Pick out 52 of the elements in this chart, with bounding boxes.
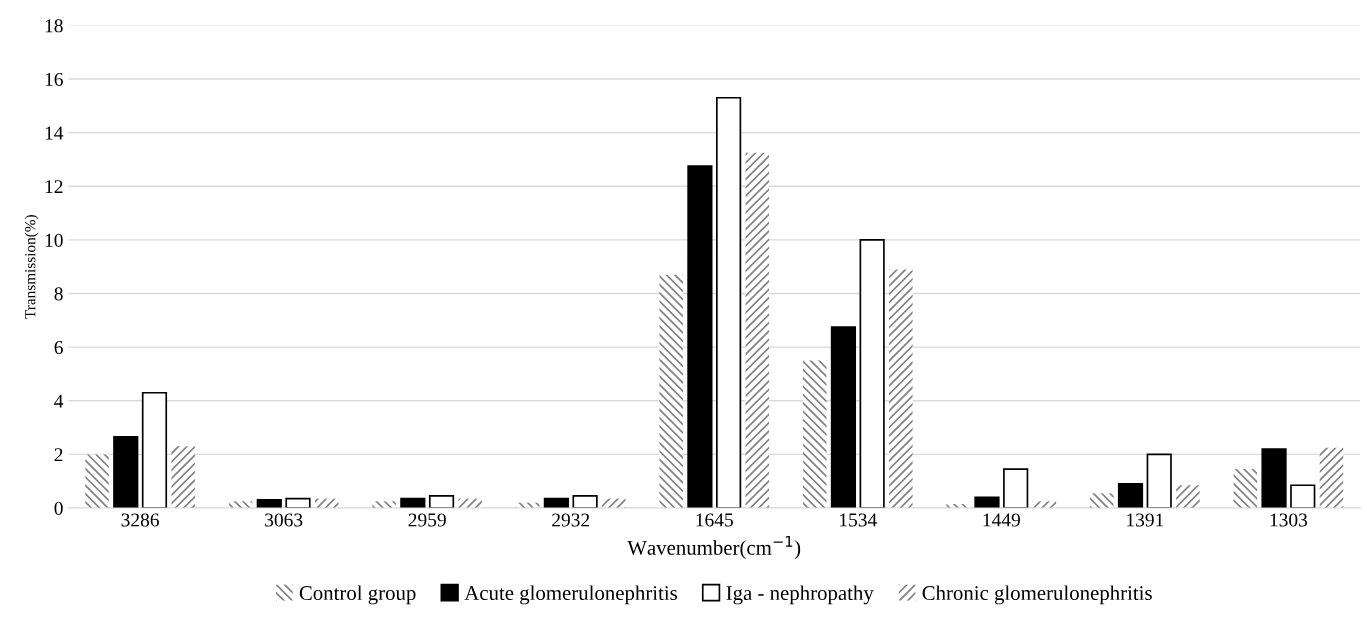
legend-label: Iga - nephropathy	[726, 585, 874, 605]
x-tick-label: 1391	[1127, 513, 1164, 527]
bar	[802, 360, 827, 508]
bar	[659, 274, 683, 508]
legend-label: Acute glomerulonephritis	[464, 585, 677, 605]
bar	[113, 436, 139, 508]
bar	[171, 446, 195, 508]
y-tick-label: 10	[45, 233, 63, 247]
bar	[1003, 468, 1029, 508]
x-tick-label: 3063	[265, 513, 303, 527]
bar	[428, 495, 455, 508]
bar	[1319, 447, 1344, 508]
legend-label: Control group	[299, 585, 416, 605]
y-tick-label: 2	[54, 448, 63, 462]
y-tick-label: 6	[54, 341, 63, 355]
x-tick-label: 2959	[408, 513, 446, 527]
x-tick-label: 3286	[121, 513, 159, 527]
legend-label: Chronic glomerulonephritis	[922, 585, 1152, 605]
bar	[1117, 483, 1144, 508]
bar	[1233, 469, 1258, 508]
x-tick-label: 1449	[983, 513, 1020, 527]
bar	[687, 165, 713, 508]
bar	[141, 391, 168, 508]
bar	[256, 499, 282, 508]
bar	[974, 496, 1000, 508]
bar	[830, 326, 857, 508]
bar	[1176, 485, 1200, 508]
bar	[1146, 453, 1172, 508]
bar	[859, 239, 885, 508]
x-axis-title: Wavenumber(cm$^{−1}$)	[627, 536, 801, 560]
y-tick-label: 18	[45, 19, 63, 33]
bar	[889, 269, 913, 508]
y-axis-title: Transmission(%)	[24, 215, 39, 319]
y-tick-label: 0	[54, 501, 63, 515]
x-tick-label: 2932	[552, 513, 590, 527]
bar	[1261, 448, 1287, 508]
y-tick-label: 16	[45, 72, 63, 86]
x-tick-label: 1534	[840, 513, 877, 527]
bar	[745, 152, 770, 508]
y-tick-label: 12	[45, 180, 63, 194]
bar	[1290, 484, 1316, 508]
x-tick-label: 1303	[1270, 513, 1308, 527]
bar	[572, 495, 598, 508]
bar	[372, 501, 396, 508]
y-tick-label: 4	[54, 394, 64, 408]
y-tick-label: 14	[45, 126, 64, 140]
y-tick-label: 8	[54, 287, 63, 301]
bar	[285, 497, 311, 508]
x-tick-label: 1645	[696, 513, 733, 527]
bar	[716, 96, 742, 508]
bar	[85, 454, 109, 508]
bar	[1090, 493, 1114, 508]
